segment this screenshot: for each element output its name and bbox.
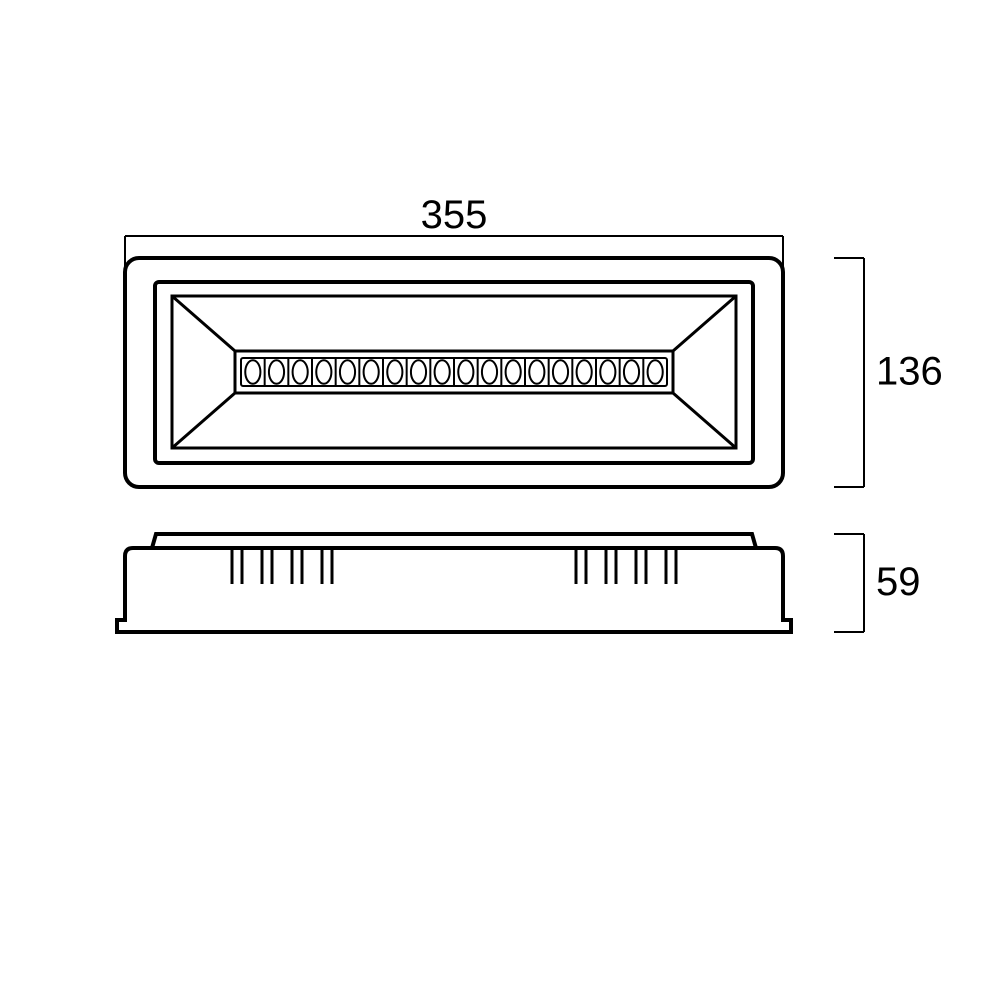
front-view <box>125 258 783 487</box>
dim-depth-label: 59 <box>876 560 921 604</box>
technical-drawing: 355 136 59 <box>0 0 1000 1000</box>
dim-height-label: 136 <box>876 350 943 394</box>
dim-width-label: 355 <box>421 193 488 237</box>
side-view <box>117 534 791 632</box>
